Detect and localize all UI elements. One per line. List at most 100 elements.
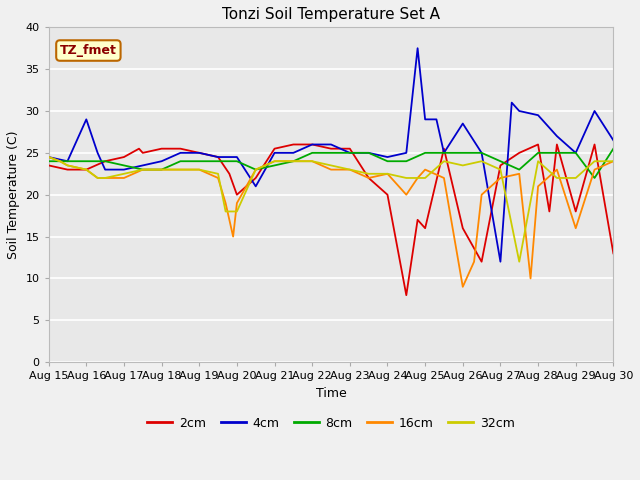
- 2cm: [327, 146, 335, 152]
- 32cm: [63, 163, 71, 168]
- 8cm: [609, 146, 617, 152]
- 4cm: [327, 142, 335, 147]
- 32cm: [515, 259, 523, 264]
- 2cm: [553, 142, 561, 147]
- 32cm: [440, 158, 448, 164]
- 2cm: [383, 192, 391, 198]
- 2cm: [534, 142, 542, 147]
- 8cm: [45, 158, 52, 164]
- 4cm: [591, 108, 598, 114]
- 2cm: [139, 150, 147, 156]
- 8cm: [572, 150, 580, 156]
- 2cm: [591, 142, 598, 147]
- 4cm: [139, 163, 147, 168]
- 8cm: [157, 167, 165, 172]
- 8cm: [403, 158, 410, 164]
- 32cm: [271, 158, 278, 164]
- 4cm: [233, 154, 241, 160]
- 16cm: [139, 167, 147, 172]
- 8cm: [308, 150, 316, 156]
- 4cm: [609, 137, 617, 143]
- 32cm: [289, 158, 297, 164]
- 4cm: [515, 108, 523, 114]
- 32cm: [139, 167, 147, 172]
- 4cm: [497, 259, 504, 264]
- 8cm: [233, 158, 241, 164]
- 2cm: [346, 146, 354, 152]
- 2cm: [545, 209, 553, 215]
- 2cm: [289, 142, 297, 147]
- 16cm: [572, 225, 580, 231]
- 32cm: [383, 171, 391, 177]
- 2cm: [271, 146, 278, 152]
- 16cm: [421, 167, 429, 172]
- 4cm: [433, 117, 440, 122]
- 32cm: [572, 175, 580, 181]
- 16cm: [308, 158, 316, 164]
- Title: Tonzi Soil Temperature Set A: Tonzi Soil Temperature Set A: [222, 7, 440, 22]
- 2cm: [135, 146, 143, 152]
- 2cm: [233, 192, 241, 198]
- 4cm: [478, 150, 486, 156]
- 2cm: [572, 209, 580, 215]
- 2cm: [308, 142, 316, 147]
- 16cm: [101, 175, 109, 181]
- Line: 32cm: 32cm: [49, 157, 613, 262]
- 16cm: [93, 175, 101, 181]
- 32cm: [233, 209, 241, 215]
- 2cm: [120, 154, 128, 160]
- 32cm: [591, 158, 598, 164]
- 8cm: [553, 150, 561, 156]
- Line: 16cm: 16cm: [49, 157, 613, 287]
- 8cm: [327, 150, 335, 156]
- 8cm: [459, 150, 467, 156]
- 32cm: [327, 163, 335, 168]
- 8cm: [534, 150, 542, 156]
- 32cm: [346, 167, 354, 172]
- 16cm: [327, 167, 335, 172]
- 16cm: [553, 167, 561, 172]
- 16cm: [229, 234, 237, 240]
- 4cm: [421, 117, 429, 122]
- 2cm: [101, 158, 109, 164]
- 4cm: [101, 167, 109, 172]
- 16cm: [63, 163, 71, 168]
- 32cm: [93, 175, 101, 181]
- 32cm: [459, 163, 467, 168]
- 32cm: [534, 158, 542, 164]
- 8cm: [383, 158, 391, 164]
- 4cm: [93, 150, 101, 156]
- 8cm: [195, 158, 203, 164]
- 16cm: [515, 171, 523, 177]
- 8cm: [478, 150, 486, 156]
- Line: 2cm: 2cm: [49, 144, 613, 295]
- 8cm: [177, 158, 184, 164]
- 16cm: [157, 167, 165, 172]
- 8cm: [591, 175, 598, 181]
- 8cm: [365, 150, 372, 156]
- 4cm: [383, 154, 391, 160]
- 16cm: [289, 158, 297, 164]
- 16cm: [497, 175, 504, 181]
- 4cm: [553, 133, 561, 139]
- 4cm: [365, 150, 372, 156]
- 4cm: [572, 150, 580, 156]
- 16cm: [609, 158, 617, 164]
- 2cm: [515, 150, 523, 156]
- 4cm: [534, 112, 542, 118]
- 2cm: [609, 251, 617, 256]
- 2cm: [440, 146, 448, 152]
- 4cm: [214, 154, 222, 160]
- 16cm: [45, 154, 52, 160]
- 16cm: [470, 259, 478, 264]
- 8cm: [83, 158, 90, 164]
- 32cm: [214, 171, 222, 177]
- 8cm: [440, 150, 448, 156]
- 8cm: [421, 150, 429, 156]
- 8cm: [252, 167, 260, 172]
- 32cm: [177, 167, 184, 172]
- 16cm: [591, 167, 598, 172]
- 32cm: [252, 167, 260, 172]
- 4cm: [83, 117, 90, 122]
- 8cm: [346, 150, 354, 156]
